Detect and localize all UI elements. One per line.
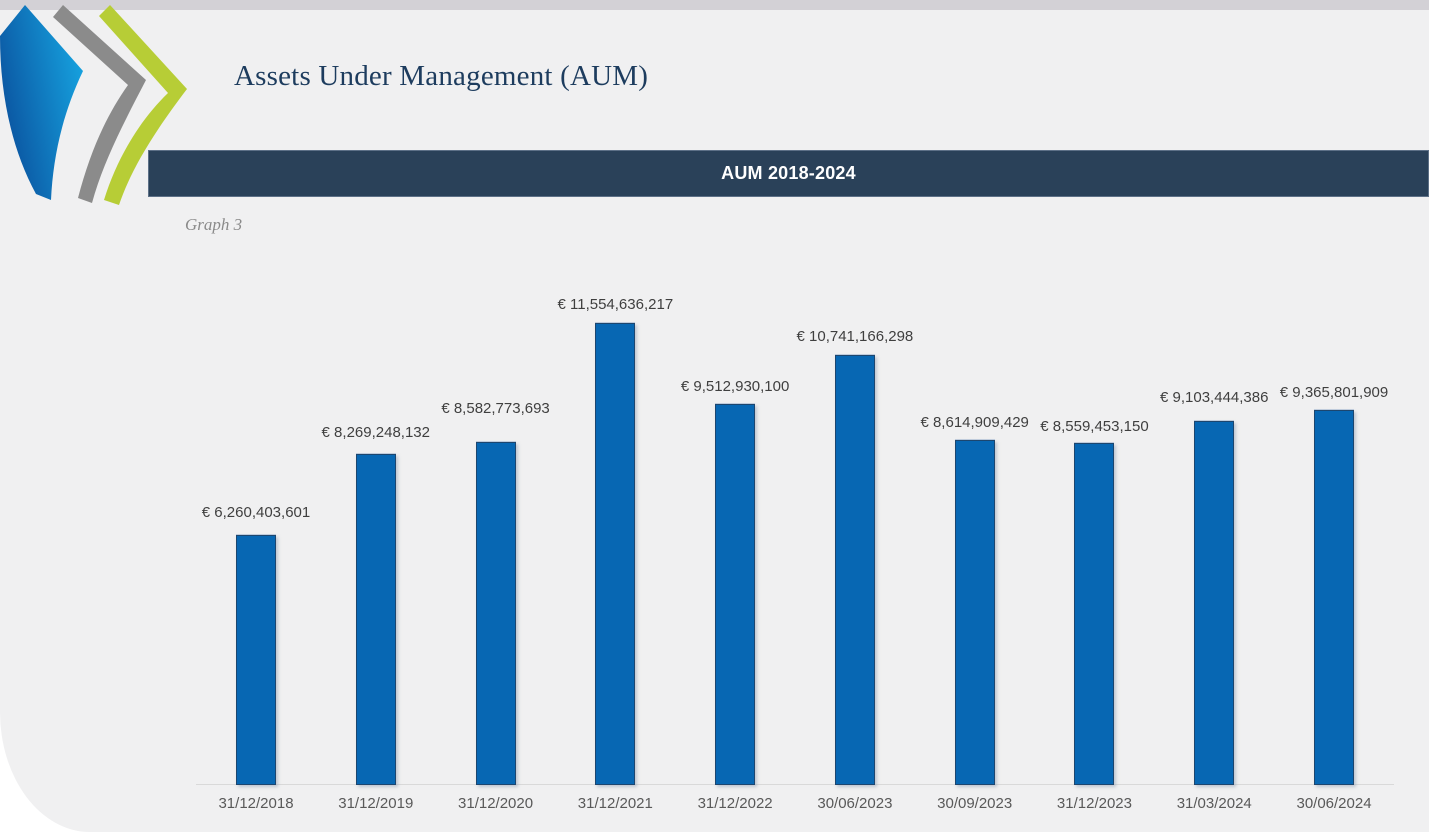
bar-value-label: € 8,269,248,132: [321, 424, 430, 442]
bar: [475, 441, 516, 785]
bar-value-label: € 10,741,166,298: [796, 328, 914, 346]
x-axis-tick-label: 31/12/2020: [458, 795, 534, 812]
x-axis-tick-label: 30/09/2023: [937, 795, 1013, 812]
page-title: Assets Under Management (AUM): [234, 60, 649, 92]
bar-value-label: € 9,365,801,909: [1279, 384, 1389, 402]
x-axis-line: [196, 784, 1394, 785]
chart-title-banner: AUM 2018-2024: [148, 150, 1429, 197]
bar-value-label: € 8,582,773,693: [441, 399, 550, 417]
bar-value-label: € 8,559,453,150: [1040, 417, 1149, 435]
x-axis-tick-label: 31/03/2024: [1176, 795, 1252, 812]
x-axis-tick-label: 30/06/2023: [817, 795, 893, 812]
logo-blue-sail: [0, 5, 83, 200]
bar-value-label: € 6,260,403,601: [201, 503, 311, 521]
bar: [954, 440, 995, 785]
bar: [1314, 410, 1355, 785]
bar: [1194, 420, 1235, 785]
x-axis-tick-label: 31/12/2018: [218, 795, 294, 812]
bar: [236, 534, 276, 785]
x-axis-tick-label: 30/06/2024: [1296, 795, 1372, 812]
company-logo: [0, 5, 187, 205]
bar: [834, 355, 875, 785]
x-axis-tick-label: 31/12/2023: [1056, 795, 1132, 812]
bar: [715, 404, 756, 785]
logo-gray-chevron: [53, 5, 146, 203]
x-axis-tick-label: 31/12/2019: [338, 795, 414, 812]
chart-title: AUM 2018-2024: [721, 163, 856, 183]
bar: [595, 322, 636, 785]
bar-value-label: € 9,512,930,100: [680, 378, 790, 396]
bar-value-label: € 11,554,636,217: [557, 295, 674, 313]
top-accent-strip: [0, 0, 1429, 10]
bar-value-label: € 9,103,444,386: [1160, 388, 1269, 406]
bar: [355, 454, 396, 785]
logo-green-chevron: [99, 5, 187, 205]
bar-chart: € 6,260,403,601 31/12/2018 € 8,269,248,132…: [196, 296, 1394, 812]
x-axis-tick-label: 31/12/2021: [577, 795, 653, 812]
graph-caption: Graph 3: [185, 215, 243, 234]
bar-value-label: € 8,614,909,429: [920, 414, 1029, 432]
bar: [1074, 442, 1115, 785]
x-axis-tick-label: 31/12/2022: [697, 795, 773, 812]
